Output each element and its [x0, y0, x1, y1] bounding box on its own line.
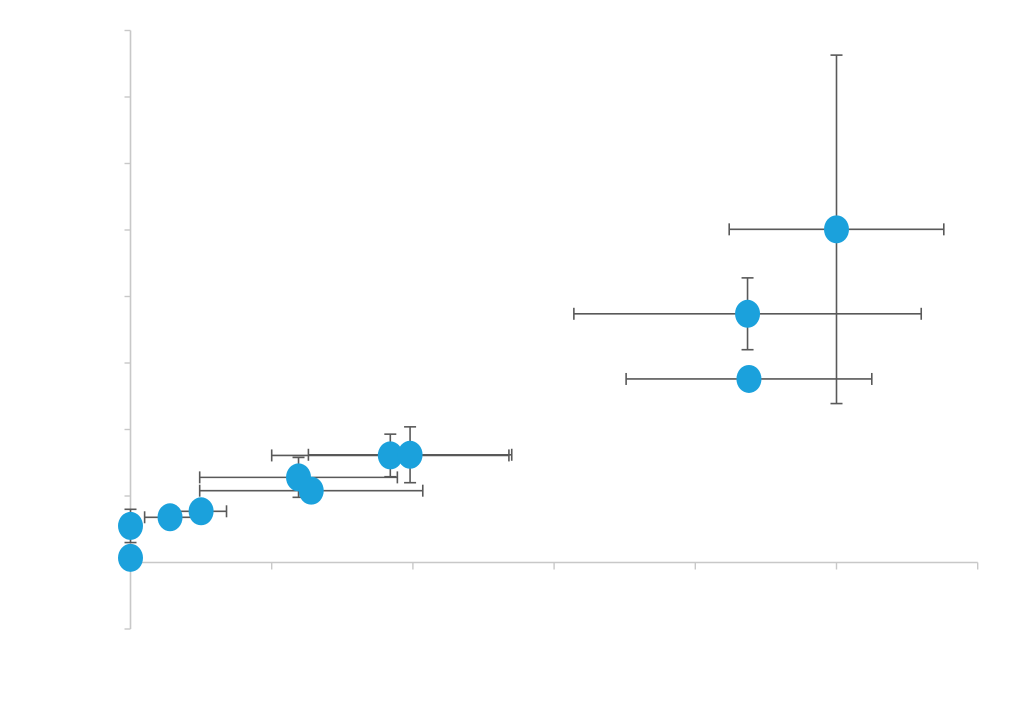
data-point — [298, 476, 324, 505]
data-point — [736, 364, 762, 393]
data-point — [118, 543, 143, 572]
data-point — [118, 511, 143, 540]
data-point — [188, 497, 214, 526]
data-point — [377, 441, 403, 470]
data-points — [118, 215, 849, 572]
data-point — [735, 299, 761, 328]
data-point — [824, 215, 849, 244]
data-point — [157, 503, 183, 532]
axes — [124, 29, 979, 630]
data-point — [397, 440, 423, 469]
error-bars — [124, 54, 945, 544]
